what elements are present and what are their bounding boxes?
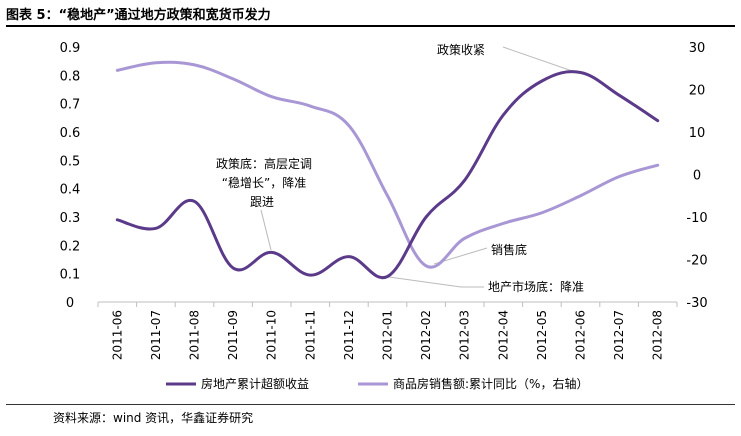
footer-divider [6, 404, 735, 405]
source-note: 资料来源：wind 资讯，华鑫证券研究 [53, 411, 254, 425]
left-tick-label: 0.6 [60, 126, 81, 141]
x-tick-label: 2011-11 [303, 310, 317, 360]
left-tick-label: 0.5 [60, 154, 81, 169]
left-tick-label: 0 [66, 296, 74, 311]
right-tick-label: 0 [693, 169, 701, 184]
x-tick-label: 2012-08 [651, 310, 665, 360]
leader-policy-tighten [502, 46, 579, 74]
chart-title: 图表 5：“稳地产”通过地方政策和宽货币发力 [6, 8, 271, 23]
chart-area: 0 0.1 0.2 0.3 0.4 0.5 0.6 0.7 0.8 0.9 30 20 10 0 -10 -… [60, 41, 708, 391]
x-tick-label: 2012-01 [381, 310, 395, 360]
title-divider [6, 25, 735, 27]
legend-label-excess-return: 房地产累计超额收益 [201, 376, 309, 391]
left-tick-label: 0.4 [60, 183, 81, 198]
left-tick-label: 0.2 [60, 239, 81, 254]
right-tick-label: 10 [689, 126, 706, 141]
x-tick-label: 2011-10 [265, 310, 279, 360]
series-line-excess-return [115, 70, 660, 280]
x-tick-label: 2011-06 [110, 310, 124, 360]
left-tick-label: 0.8 [60, 69, 81, 84]
left-tick-label: 0.9 [60, 41, 81, 56]
right-tick-label: -30 [686, 296, 707, 311]
right-tick-label: 20 [689, 84, 706, 99]
annotation-market-bottom: 地产市场底：降准 [488, 279, 584, 294]
annotation-sales-bottom: 销售底 [491, 242, 527, 257]
x-tick-label: 2011-08 [188, 310, 202, 360]
annotation-policy-tighten: 政策收紧 [437, 43, 485, 57]
left-axis: 0 0.1 0.2 0.3 0.4 0.5 0.6 0.7 0.8 0.9 [60, 41, 81, 311]
x-tick-label: 2011-12 [342, 310, 356, 360]
left-tick-label: 0.3 [60, 211, 81, 226]
x-tick-label: 2012-03 [458, 310, 472, 360]
x-tick-label: 2011-09 [226, 310, 240, 360]
left-tick-label: 0.1 [60, 268, 81, 283]
series-layer [115, 60, 660, 280]
right-tick-label: 30 [689, 41, 706, 56]
x-tick-label: 2012-04 [496, 310, 510, 360]
annotation-policy-bottom-3: 跟进 [250, 195, 274, 209]
annotation-policy-bottom-2: “稳增长”，降准 [222, 175, 306, 190]
x-tick-label: 2012-07 [612, 310, 626, 360]
legend-label-sales-yoy: 商品房销售额:累计同比（%，右轴） [393, 376, 588, 391]
right-axis: 30 20 10 0 -10 -20 -30 [686, 41, 707, 311]
x-axis: 2011-06 2011-07 2011-08 2011-09 2011-10 2011-… [97, 302, 678, 360]
left-tick-label: 0.7 [60, 98, 81, 113]
annotation-policy-bottom-1: 政策底：高层定调 [216, 156, 312, 171]
leader-market-bottom [388, 276, 484, 288]
leader-policy-bottom [260, 209, 272, 251]
right-tick-label: -20 [686, 254, 707, 269]
series-line-sales-yoy [115, 60, 660, 269]
x-tick-label: 2012-06 [574, 310, 588, 360]
x-tick-label: 2012-05 [535, 310, 549, 360]
x-tick-label: 2012-02 [419, 310, 433, 360]
x-tick-label: 2011-07 [149, 310, 163, 360]
legend: 房地产累计超额收益 商品房销售额:累计同比（%，右轴） [166, 376, 588, 391]
right-tick-label: -10 [686, 211, 707, 226]
